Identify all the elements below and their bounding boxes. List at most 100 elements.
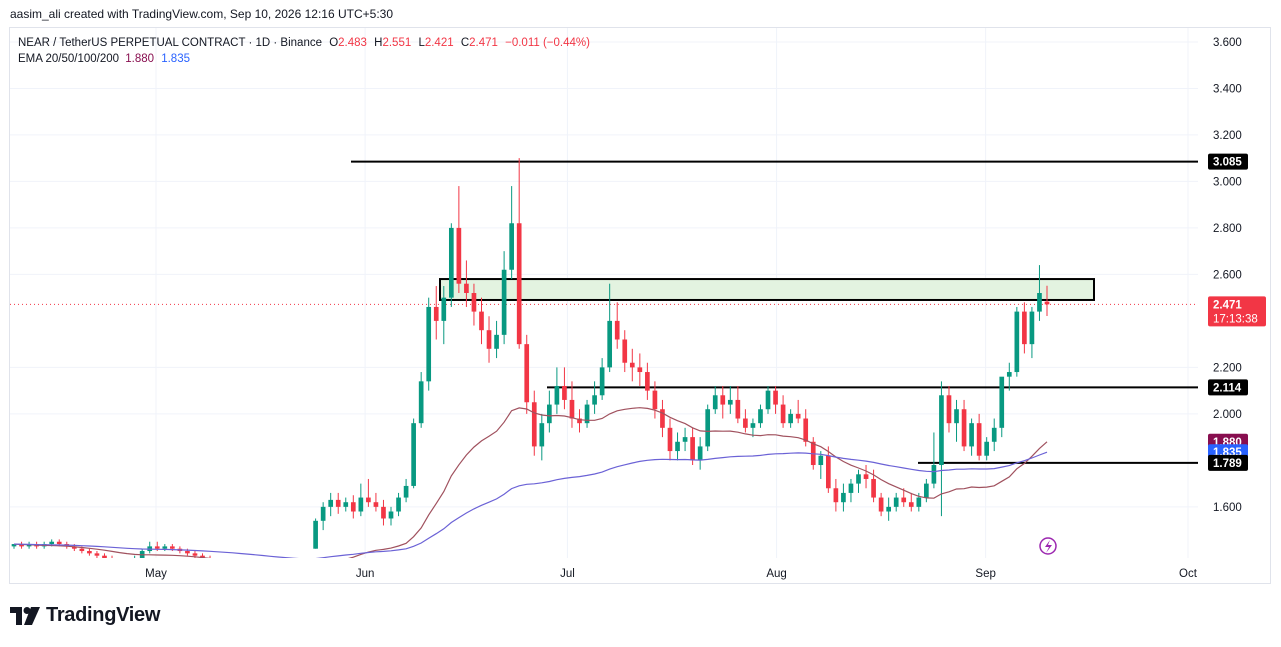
price-axis-tick: 3.600	[1213, 37, 1242, 49]
candle-body	[1006, 372, 1012, 377]
candle-body	[863, 474, 869, 479]
candle-body	[403, 485, 409, 498]
candle-body	[464, 283, 469, 293]
candle-body	[125, 560, 130, 562]
candle-body	[456, 227, 462, 284]
close-label: C	[460, 37, 470, 49]
chart-attribution: aasim_ali created with TradingView.com, …	[10, 7, 394, 21]
candle-body	[743, 418, 748, 428]
candle-body	[185, 551, 190, 554]
candle-body	[660, 409, 665, 428]
candle-body	[547, 404, 552, 424]
candle-body	[599, 367, 605, 396]
candle-body	[735, 399, 741, 419]
change-value: −0.011 (−0.44%)	[505, 37, 590, 49]
candle-body	[49, 541, 55, 545]
candle-body	[56, 541, 62, 545]
candle-body	[833, 488, 839, 503]
candle-body	[780, 404, 786, 424]
candle-body	[215, 560, 220, 562]
open-value: 2.483	[338, 37, 367, 49]
candle-body	[539, 423, 545, 447]
candle-body	[192, 553, 198, 556]
candle-body	[19, 544, 24, 547]
ema-line-2	[13, 451, 1048, 558]
candle-body	[426, 306, 432, 382]
lightning-circle	[1039, 537, 1057, 555]
candle-body	[675, 441, 680, 452]
last-price-label: 2.471	[1213, 299, 1242, 311]
candle-body	[946, 395, 952, 424]
candle-body	[682, 437, 688, 442]
ema-label[interactable]: EMA 20/50/100/200	[18, 53, 120, 65]
candle-body	[773, 390, 778, 405]
time-axis-tick: Sep	[975, 568, 995, 580]
candle-body	[479, 311, 484, 331]
low-value: 2.421	[424, 37, 454, 49]
candle-body	[433, 306, 439, 321]
symbol-description[interactable]: NEAR / TetherUS PERPETUAL CONTRACT · 1D …	[18, 37, 322, 49]
candle-body	[758, 409, 763, 424]
ema-line-1	[13, 407, 1048, 558]
candle-body	[954, 409, 959, 424]
candle-body	[554, 385, 560, 405]
candle-body	[320, 506, 326, 521]
candle-body	[614, 320, 620, 340]
candle-body	[373, 502, 379, 507]
candle-body	[592, 395, 597, 405]
time-axis-tick: Jul	[560, 568, 575, 580]
candle-body	[388, 511, 394, 519]
candle-body	[94, 553, 100, 556]
last-price-label-bg	[1208, 296, 1266, 327]
candle-body	[727, 399, 733, 405]
candle-body	[509, 223, 514, 270]
candle-body	[622, 339, 628, 363]
candle-body	[999, 376, 1005, 428]
time-axis-tick: Aug	[766, 568, 786, 580]
candle-body	[208, 558, 213, 560]
candle-body	[697, 446, 703, 461]
candle-body	[871, 478, 876, 498]
candle-body	[117, 560, 122, 562]
close-value: 2.471	[469, 37, 498, 49]
candle-body	[705, 409, 711, 447]
supply-zone-box	[439, 278, 1095, 301]
candle-body	[110, 558, 115, 560]
candle-body	[71, 546, 77, 549]
price-axis-tick: 2.000	[1213, 409, 1242, 421]
level-label-3085: 3.085	[1213, 157, 1242, 169]
candle-body	[328, 499, 334, 507]
candle-body	[366, 497, 371, 503]
high-value: 2.551	[382, 37, 412, 49]
candle-body	[335, 499, 341, 507]
time-axis-tick: Jun	[356, 568, 375, 580]
candle-body	[562, 385, 567, 400]
candle-body	[667, 427, 673, 452]
last-price-label-countdown: 17:13:38	[1213, 313, 1258, 325]
candle-body	[200, 555, 205, 558]
candle-body	[893, 497, 899, 507]
candle-body	[886, 506, 891, 512]
candle-body	[313, 520, 318, 549]
candle-body	[343, 502, 349, 507]
level-label-3085-bg	[1208, 153, 1248, 170]
candle-body	[750, 423, 756, 428]
candle-body	[1029, 311, 1035, 345]
candle-body	[818, 455, 824, 466]
level-label-2114: 2.114	[1213, 382, 1242, 394]
candle-body	[848, 483, 854, 493]
plot-area	[10, 28, 1198, 565]
price-axis-tick: 2.600	[1213, 269, 1242, 281]
candle-body	[516, 223, 522, 345]
candle-body	[584, 404, 590, 424]
candle-body	[984, 441, 990, 456]
candle-body	[223, 563, 228, 565]
candle-body	[908, 502, 914, 507]
ema-value-2: 1.835	[161, 53, 190, 65]
candle-body	[712, 395, 718, 410]
candle-body	[471, 293, 477, 312]
candle-body	[841, 492, 846, 503]
chart-pane[interactable]	[9, 27, 1271, 584]
candle-body	[531, 402, 537, 447]
